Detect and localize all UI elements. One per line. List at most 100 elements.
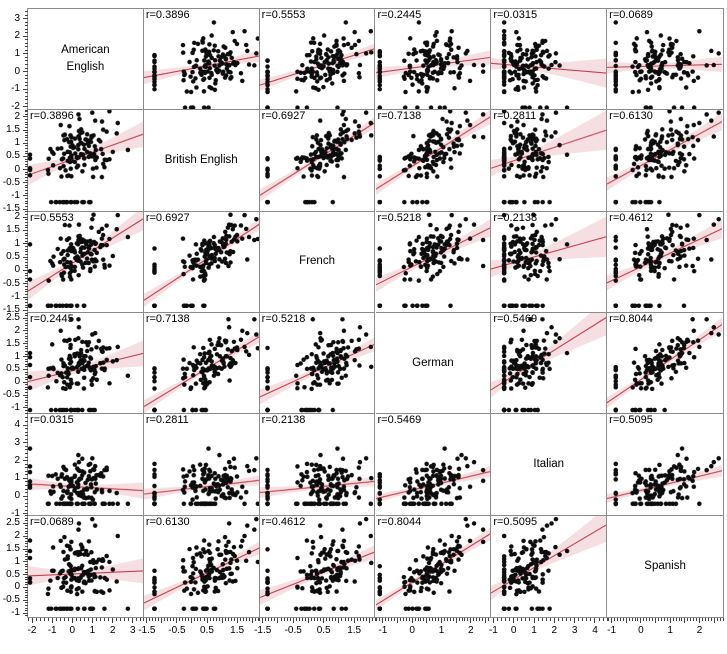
tick-mark xyxy=(458,618,460,621)
tick-mark xyxy=(25,205,28,207)
tick-mark xyxy=(23,599,28,601)
tick-mark xyxy=(25,307,28,309)
tick-mark xyxy=(25,428,28,430)
tick-mark xyxy=(179,618,181,621)
tick-mark xyxy=(289,618,291,621)
y-axis-tick-label: -1 xyxy=(11,607,20,619)
diagonal-cell-american-english: American English xyxy=(28,9,144,111)
x-axis-tick-label: 1.5 xyxy=(230,625,245,636)
y-axis-tick-label: 3 xyxy=(14,436,20,448)
y-axis-tick-label: 1 xyxy=(14,237,20,249)
tick-mark xyxy=(25,198,28,199)
tick-mark xyxy=(722,618,724,621)
tick-mark xyxy=(25,376,28,378)
tick-mark xyxy=(203,618,205,621)
y-axis-tick-label: 2 xyxy=(14,211,20,222)
scatter-panel-american-english-vs-italian: r=0.0315 xyxy=(491,9,608,111)
tick-mark xyxy=(23,548,28,550)
tick-mark xyxy=(500,618,502,621)
tick-mark xyxy=(25,581,28,583)
tick-mark xyxy=(25,95,28,97)
tick-mark xyxy=(660,618,662,621)
tick-mark xyxy=(25,299,28,301)
tick-mark xyxy=(25,348,28,350)
tick-mark xyxy=(376,618,378,621)
tick-mark xyxy=(657,618,659,621)
scatter-canvas xyxy=(491,515,607,616)
tick-mark xyxy=(25,322,28,324)
tick-mark xyxy=(25,49,28,51)
y-axis-tick-label: 0.5 xyxy=(6,363,20,375)
tick-mark xyxy=(394,618,396,621)
tick-mark xyxy=(25,553,28,555)
scatter-panel-italian-vs-french: r=0.2138 xyxy=(259,414,376,516)
tick-mark xyxy=(227,618,229,621)
tick-mark xyxy=(525,618,527,621)
y-axis-tick-label: 1.5 xyxy=(6,224,20,236)
tick-mark xyxy=(136,618,138,621)
tick-mark xyxy=(396,618,398,623)
tick-mark xyxy=(408,618,410,621)
y-axis-tick-label: 0 xyxy=(14,65,20,77)
diagonal-cell-british-english: British English xyxy=(143,110,260,212)
x-axis-tick-label: 4 xyxy=(592,625,598,636)
variable-label: Spanish xyxy=(644,559,686,572)
tick-mark xyxy=(23,296,28,298)
tick-mark xyxy=(310,618,312,621)
tick-mark xyxy=(678,618,680,621)
tick-mark xyxy=(637,618,639,621)
scatter-canvas xyxy=(259,9,375,110)
tick-mark xyxy=(47,618,49,621)
tick-mark xyxy=(140,618,142,621)
tick-mark xyxy=(25,320,28,322)
tick-mark xyxy=(687,618,689,621)
tick-mark xyxy=(440,618,442,623)
diagonal-cell-french: French xyxy=(259,211,376,313)
tick-mark xyxy=(426,618,428,623)
tick-mark xyxy=(362,618,364,621)
y-axis-tick-label: 1 xyxy=(14,137,20,149)
tick-mark xyxy=(25,467,28,469)
tick-mark xyxy=(435,618,437,621)
y-axis-tick-label: 0 xyxy=(14,581,20,593)
tick-mark xyxy=(561,618,563,621)
tick-mark xyxy=(25,358,28,360)
tick-mark xyxy=(452,618,454,621)
tick-mark xyxy=(513,618,515,623)
tick-mark xyxy=(710,618,712,621)
tick-mark xyxy=(25,261,28,263)
tick-mark xyxy=(298,618,300,621)
tick-mark xyxy=(25,545,28,547)
tick-mark xyxy=(482,618,484,621)
scatter-canvas xyxy=(375,211,491,312)
tick-mark xyxy=(25,163,28,165)
tick-mark xyxy=(320,618,322,621)
tick-mark xyxy=(25,147,28,149)
tick-mark xyxy=(25,67,28,69)
tick-mark xyxy=(25,438,28,440)
tick-mark xyxy=(344,618,346,621)
scatter-canvas xyxy=(375,515,491,616)
y-axis-tick-label: -1 xyxy=(11,189,20,201)
tick-mark xyxy=(25,333,28,335)
tick-mark xyxy=(25,109,28,111)
tick-mark xyxy=(25,484,28,486)
tick-mark xyxy=(25,85,28,87)
tick-mark xyxy=(23,71,28,73)
tick-mark xyxy=(25,232,28,234)
y-axis-tick-label: 0.5 xyxy=(6,568,20,580)
tick-mark xyxy=(25,312,28,314)
tick-mark xyxy=(356,618,358,621)
tick-mark xyxy=(25,267,28,269)
scatter-panel-spanish-vs-french: r=0.4612 xyxy=(259,515,376,618)
scatter-canvas xyxy=(491,211,607,312)
tick-mark xyxy=(25,571,28,573)
tick-mark xyxy=(25,558,28,560)
tick-mark xyxy=(25,203,28,205)
tick-mark xyxy=(25,435,28,437)
variable-label: German xyxy=(412,356,454,369)
tick-mark xyxy=(23,182,28,184)
tick-mark xyxy=(25,576,28,578)
y-axis-tick-label: -0.5 xyxy=(2,594,20,606)
scatter-panel-spanish-vs-british-english: r=0.6130 xyxy=(143,515,260,618)
